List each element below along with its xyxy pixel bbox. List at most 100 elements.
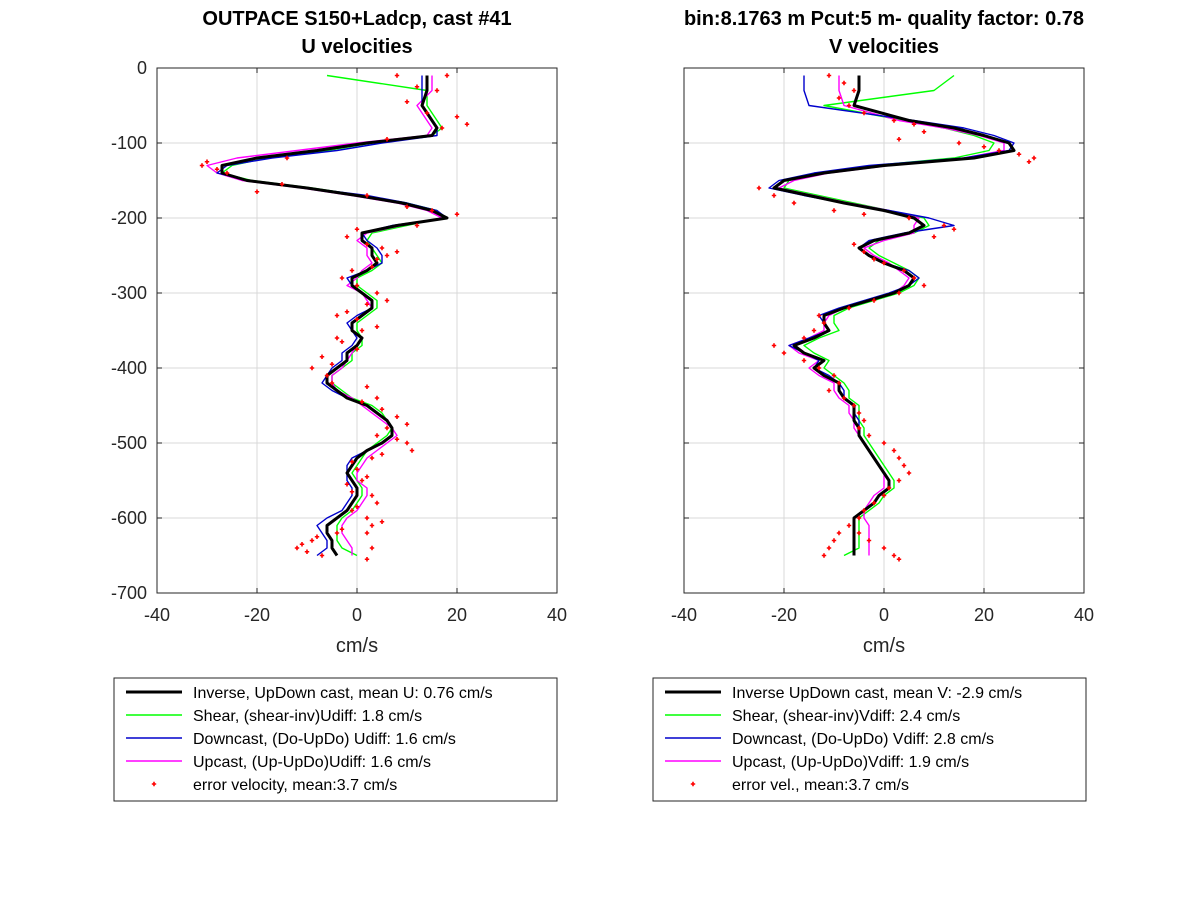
- u-error-point: [424, 110, 430, 116]
- v-error-point: [826, 73, 832, 78]
- u-error-point: [324, 373, 330, 378]
- u-error-point: [344, 309, 350, 314]
- v-error-point: [871, 298, 877, 303]
- v-error-point: [856, 410, 862, 416]
- v-error-point: [831, 208, 837, 213]
- u-ytick-label: -500: [111, 433, 147, 453]
- u-error-point: [384, 425, 390, 431]
- v-grid: [684, 68, 1084, 593]
- v-error-point: [951, 227, 957, 232]
- v-error-point: [836, 530, 842, 536]
- v-error-point: [996, 148, 1002, 153]
- v-error-point: [826, 545, 832, 551]
- u-error-point: [329, 362, 335, 367]
- v-downcast-line: [768, 75, 1015, 556]
- v-legend-shear-label: Shear, (shear-inv)Vdiff: 2.4 cm/s: [732, 708, 960, 725]
- u-error-point: [354, 227, 360, 232]
- v-error-point: [831, 373, 837, 378]
- u-error-point: [314, 534, 320, 539]
- u-error-point: [339, 275, 345, 281]
- u-error-point: [359, 478, 365, 483]
- u-error-point: [394, 414, 400, 419]
- u-error-point: [354, 467, 360, 472]
- v-error-point: [881, 260, 887, 266]
- u-upcast-line: [206, 75, 443, 556]
- v-xtick-label: -20: [771, 605, 797, 625]
- u-error-point: [374, 395, 380, 401]
- u-error-point: [384, 137, 390, 142]
- v-error-point: [836, 95, 842, 101]
- u-error-point: [359, 328, 365, 333]
- u-grid: [157, 68, 557, 593]
- v-error-point: [801, 335, 807, 341]
- v-error-point: [756, 185, 762, 191]
- v-error-point: [896, 557, 902, 562]
- v-error-point: [931, 234, 937, 239]
- left-title-line2: U velocities: [301, 36, 412, 58]
- v-error-point: [801, 358, 807, 363]
- u-error-point: [319, 553, 325, 558]
- u-legend-shear-label: Shear, (shear-inv)Udiff: 1.8 cm/s: [193, 708, 422, 725]
- v-legend-inverse-label: Inverse UpDown cast, mean V: -2.9 cm/s: [732, 685, 1022, 702]
- v-error-point: [911, 275, 917, 281]
- v-error-point: [861, 249, 867, 254]
- u-error-point: [364, 242, 370, 247]
- v-error-point: [861, 110, 867, 116]
- v-error-point: [846, 103, 852, 108]
- v-error-point: [861, 212, 867, 217]
- u-ticks: -40 -20 0 20 400-100-200-300-400-500-600-700: [111, 58, 567, 625]
- u-error-point: [384, 298, 390, 303]
- v-legend-error-marker: [690, 781, 696, 787]
- v-series-layer: [756, 73, 1037, 562]
- u-error-point: [394, 73, 400, 78]
- u-error-point: [409, 448, 415, 453]
- u-error-point: [204, 159, 210, 164]
- v-legend-box: [652, 677, 1087, 802]
- u-xlabel: cm/s: [336, 635, 378, 657]
- u-error-point: [299, 542, 305, 547]
- u-error-point: [364, 557, 370, 562]
- u-error-point: [364, 384, 370, 389]
- v-xlabel: cm/s: [863, 635, 905, 657]
- v-error-point: [846, 523, 852, 528]
- right-title-line1: bin:8.1763 m Pcut:5 m- quality factor: 0…: [684, 8, 1084, 30]
- v-error-point: [896, 290, 902, 296]
- u-error-point: [379, 245, 385, 251]
- u-legend-inverse-label: Inverse, UpDown cast, mean U: 0.76 cm/s: [193, 685, 493, 702]
- v-error-point: [851, 242, 857, 247]
- u-error-point: [369, 455, 375, 461]
- u-error-point: [349, 268, 355, 273]
- v-error-point: [1031, 155, 1037, 161]
- u-error-point: [279, 182, 285, 187]
- v-error-point: [941, 223, 947, 228]
- u-error-point: [334, 313, 340, 318]
- v-error-point: [906, 470, 912, 476]
- v-error-point: [811, 328, 817, 333]
- u-error-point: [294, 545, 300, 551]
- u-error-point: [344, 482, 350, 487]
- u-error-point: [224, 170, 230, 176]
- u-error-point: [354, 317, 360, 322]
- u-error-point: [384, 253, 390, 258]
- u-error-point: [364, 515, 370, 521]
- u-error-point: [354, 347, 360, 352]
- u-error-point: [404, 422, 410, 427]
- u-error-point: [319, 354, 325, 359]
- u-error-point: [379, 407, 385, 412]
- u-error-point: [369, 545, 375, 551]
- v-legend-error-label: error vel., mean:3.7 cm/s: [732, 777, 909, 794]
- v-legend-downcast-label: Downcast, (Do-UpDo) Vdiff: 2.8 cm/s: [732, 731, 994, 748]
- u-error-point: [374, 324, 380, 329]
- u-legend-error-label: error velocity, mean:3.7 cm/s: [193, 777, 397, 794]
- u-error-point: [339, 527, 345, 532]
- u-ytick-label: -700: [111, 583, 147, 603]
- u-ytick-label: -600: [111, 508, 147, 528]
- v-error-point: [881, 493, 887, 498]
- u-error-point: [369, 264, 375, 269]
- u-error-point: [354, 283, 360, 288]
- u-error-point: [199, 163, 205, 168]
- v-error-point: [891, 118, 897, 123]
- u-error-point: [404, 440, 410, 446]
- u-xtick-label: -20: [244, 605, 270, 625]
